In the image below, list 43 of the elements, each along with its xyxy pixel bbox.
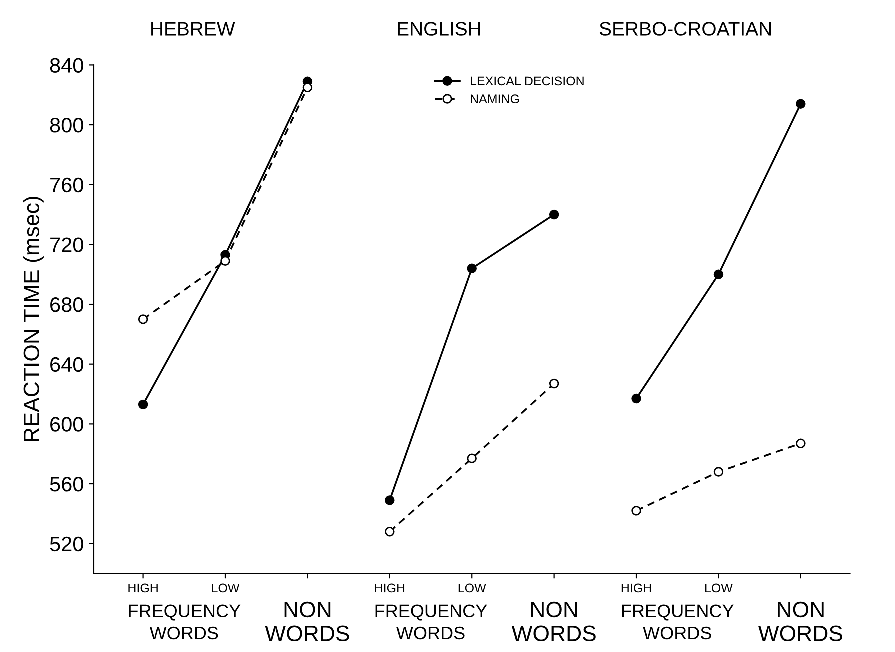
x-tick-label: HIGH <box>128 584 158 593</box>
text: FREQUENCY WORDS <box>129 604 241 640</box>
point <box>549 378 560 389</box>
point <box>549 210 560 220</box>
text: SERBO-CROATIAN <box>600 22 772 36</box>
point <box>467 264 477 274</box>
point <box>714 467 724 477</box>
y-tick-label: 800 <box>50 118 84 133</box>
point <box>796 438 806 448</box>
x-tick-label: HIGH <box>622 584 652 593</box>
x-tick-label: NON WORDS <box>265 602 350 642</box>
x-tick-label: LOW <box>706 584 733 593</box>
y-tick-label: 600 <box>50 417 84 432</box>
x-tick-label: NON WORDS <box>512 602 596 642</box>
legend-label: LEXICAL DECISION <box>471 76 584 86</box>
legend-label: NAMING <box>471 94 520 104</box>
text: FREQUENCY WORDS <box>622 604 734 640</box>
y-tick-label: 520 <box>50 536 84 552</box>
x-tick-label: NON WORDS <box>758 602 842 642</box>
y-tick-label: 720 <box>50 238 84 252</box>
y-axis-title: REACTION TIME (msec) <box>23 196 44 442</box>
y-tick-label: 840 <box>50 58 84 73</box>
point <box>220 256 230 266</box>
point <box>385 527 395 537</box>
text: ENGLISH <box>398 22 480 36</box>
point <box>632 394 642 404</box>
point <box>632 506 642 516</box>
y-tick-label: 640 <box>50 357 84 372</box>
point <box>138 400 148 410</box>
text: FREQUENCY WORDS <box>376 604 488 640</box>
point <box>714 270 724 280</box>
x-tick-label: HIGH <box>375 584 405 593</box>
point <box>302 82 313 92</box>
point <box>467 454 477 464</box>
y-tick-label: 560 <box>50 477 84 492</box>
point <box>138 314 148 324</box>
y-tick-label: 680 <box>50 298 84 312</box>
point <box>796 99 806 109</box>
text: HEBREW <box>152 22 236 36</box>
x-tick-label: LOW <box>458 584 486 593</box>
y-tick-label: 760 <box>50 178 84 193</box>
x-tick-label: LOW <box>212 584 240 593</box>
point <box>385 496 395 506</box>
